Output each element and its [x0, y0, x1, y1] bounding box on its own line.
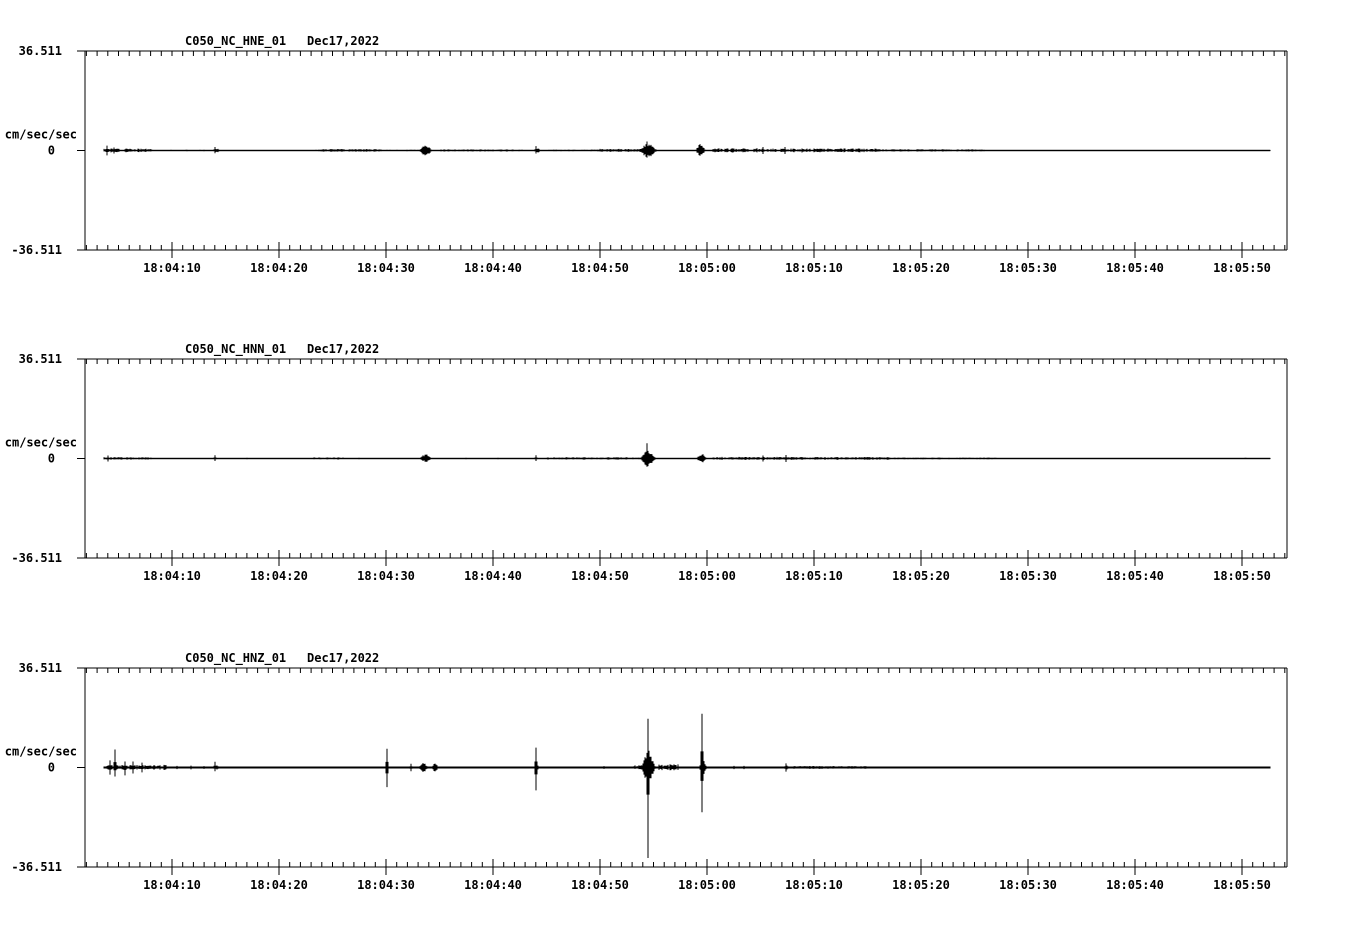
- x-tick-label: 18:05:40: [1106, 569, 1164, 583]
- y-axis-units-label: cm/sec/sec: [5, 745, 77, 759]
- x-tick-label: 18:05:50: [1213, 569, 1271, 583]
- x-tick-label: 18:05:40: [1106, 878, 1164, 892]
- panel-title: C050_NC_HNZ_01: [185, 651, 286, 666]
- x-tick-label: 18:04:50: [571, 878, 629, 892]
- x-tick-label: 18:05:20: [892, 878, 950, 892]
- y-axis-units-label: cm/sec/sec: [5, 436, 77, 450]
- x-tick-label: 18:05:30: [999, 878, 1057, 892]
- x-tick-label: 18:04:40: [464, 878, 522, 892]
- trace-C050_NC_HNE_01: [103, 141, 1271, 158]
- x-tick-label: 18:04:40: [464, 569, 522, 583]
- x-tick-label: 18:05:40: [1106, 261, 1164, 275]
- y-tick-label-min: -36.511: [11, 551, 62, 565]
- x-tick-label: 18:05:00: [678, 878, 736, 892]
- y-tick-label-max: 36.511: [19, 44, 62, 58]
- x-tick-label: 18:05:50: [1213, 261, 1271, 275]
- x-tick-label: 18:04:40: [464, 261, 522, 275]
- x-tick-label: 18:05:10: [785, 878, 843, 892]
- x-tick-label: 18:04:20: [250, 569, 308, 583]
- x-tick-label: 18:04:20: [250, 878, 308, 892]
- x-tick-label: 18:05:10: [785, 569, 843, 583]
- x-tick-label: 18:04:30: [357, 878, 415, 892]
- x-tick-label: 18:05:00: [678, 261, 736, 275]
- panel-title: C050_NC_HNN_01: [185, 342, 286, 357]
- trace-C050_NC_HNN_01: [103, 443, 1271, 467]
- trace-C050_NC_HNZ_01: [103, 713, 1271, 858]
- x-tick-label: 18:04:50: [571, 569, 629, 583]
- panel-date: Dec17,2022: [307, 34, 379, 48]
- x-tick-label: 18:05:00: [678, 569, 736, 583]
- y-tick-label-zero: 0: [48, 452, 55, 466]
- x-tick-label: 18:05:20: [892, 569, 950, 583]
- y-tick-label-min: -36.511: [11, 243, 62, 257]
- y-tick-label-min: -36.511: [11, 860, 62, 874]
- x-tick-label: 18:04:30: [357, 261, 415, 275]
- x-tick-label: 18:04:30: [357, 569, 415, 583]
- x-tick-label: 18:05:20: [892, 261, 950, 275]
- y-tick-label-max: 36.511: [19, 352, 62, 366]
- x-tick-label: 18:05:10: [785, 261, 843, 275]
- y-tick-label-zero: 0: [48, 761, 55, 775]
- x-tick-label: 18:04:50: [571, 261, 629, 275]
- x-tick-label: 18:04:10: [143, 261, 201, 275]
- y-axis-units-label: cm/sec/sec: [5, 128, 77, 142]
- x-tick-label: 18:05:50: [1213, 878, 1271, 892]
- x-tick-label: 18:04:10: [143, 878, 201, 892]
- panel-date: Dec17,2022: [307, 342, 379, 356]
- y-tick-label-max: 36.511: [19, 661, 62, 675]
- x-tick-label: 18:04:10: [143, 569, 201, 583]
- y-tick-label-zero: 0: [48, 144, 55, 158]
- x-tick-label: 18:05:30: [999, 261, 1057, 275]
- panel-date: Dec17,2022: [307, 651, 379, 665]
- x-tick-label: 18:04:20: [250, 261, 308, 275]
- panel-title: C050_NC_HNE_01: [185, 34, 286, 49]
- x-tick-label: 18:05:30: [999, 569, 1057, 583]
